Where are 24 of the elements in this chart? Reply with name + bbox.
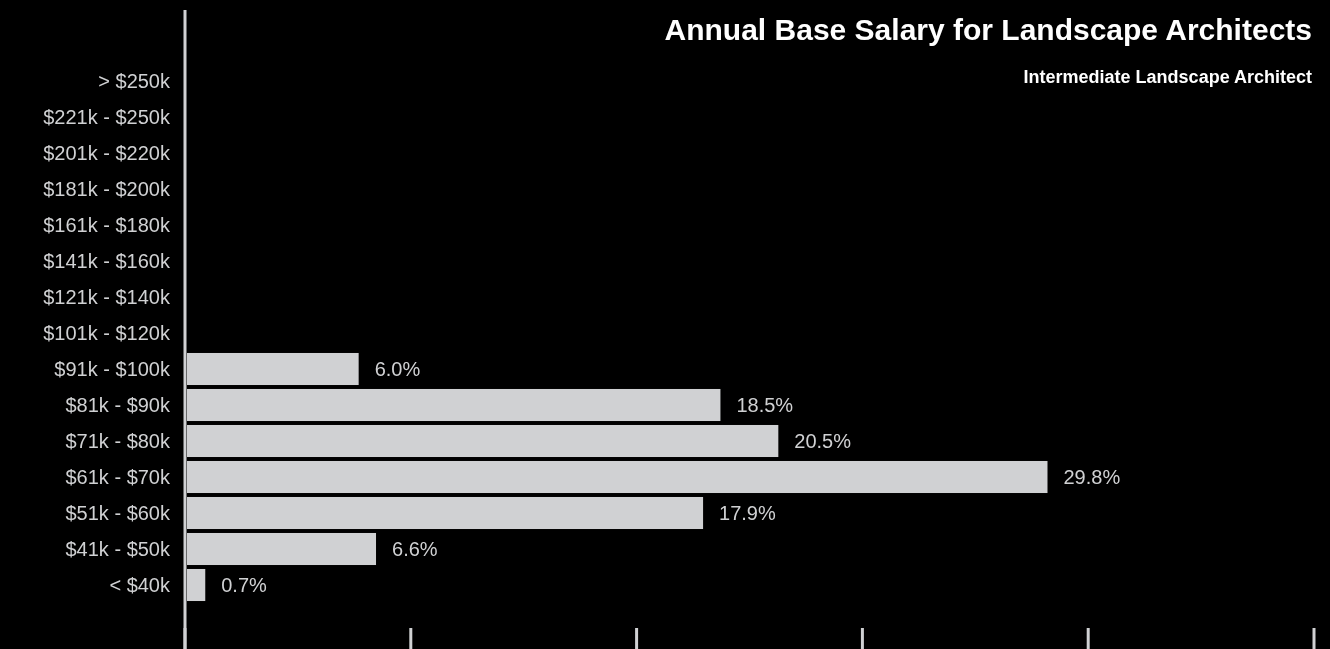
y-tick-label: $91k - $100k xyxy=(54,358,171,380)
y-tick-label: $61k - $70k xyxy=(65,466,171,488)
data-label: 20.5% xyxy=(794,430,852,452)
data-label: 0.7% xyxy=(221,574,268,596)
y-tick-label: $71k - $80k xyxy=(65,430,171,452)
data-label: 6.6% xyxy=(392,538,438,560)
chart-title: Annual Base Salary for Landscape Architects xyxy=(664,13,1312,46)
y-tick-label: $51k - $60k xyxy=(65,502,171,524)
y-tick-label: $81k - $90k xyxy=(65,394,171,416)
y-tick-label: $181k - $200k xyxy=(43,178,171,200)
text: Intermediate Landscape Architect xyxy=(1023,67,1313,87)
y-tick-label: $41k - $50k xyxy=(65,538,171,560)
y-tick-label: > $250k xyxy=(98,70,171,92)
y-tick-label: $141k - $160k xyxy=(43,250,171,272)
data-label: 17.9% xyxy=(719,502,776,524)
y-tick-label: $101k - $120k xyxy=(43,322,171,344)
data-label: 29.8% xyxy=(1063,466,1121,488)
y-tick-label: $201k - $220k xyxy=(43,142,171,164)
y-tick-label: $121k - $140k xyxy=(43,286,171,308)
y-tick-label: $221k - $250k xyxy=(43,106,171,128)
y-tick-label: < $40k xyxy=(109,574,171,596)
data-label: 6.0% xyxy=(374,358,421,380)
data-label: 18.5% xyxy=(736,394,794,416)
y-tick-label: $161k - $180k xyxy=(43,214,171,236)
